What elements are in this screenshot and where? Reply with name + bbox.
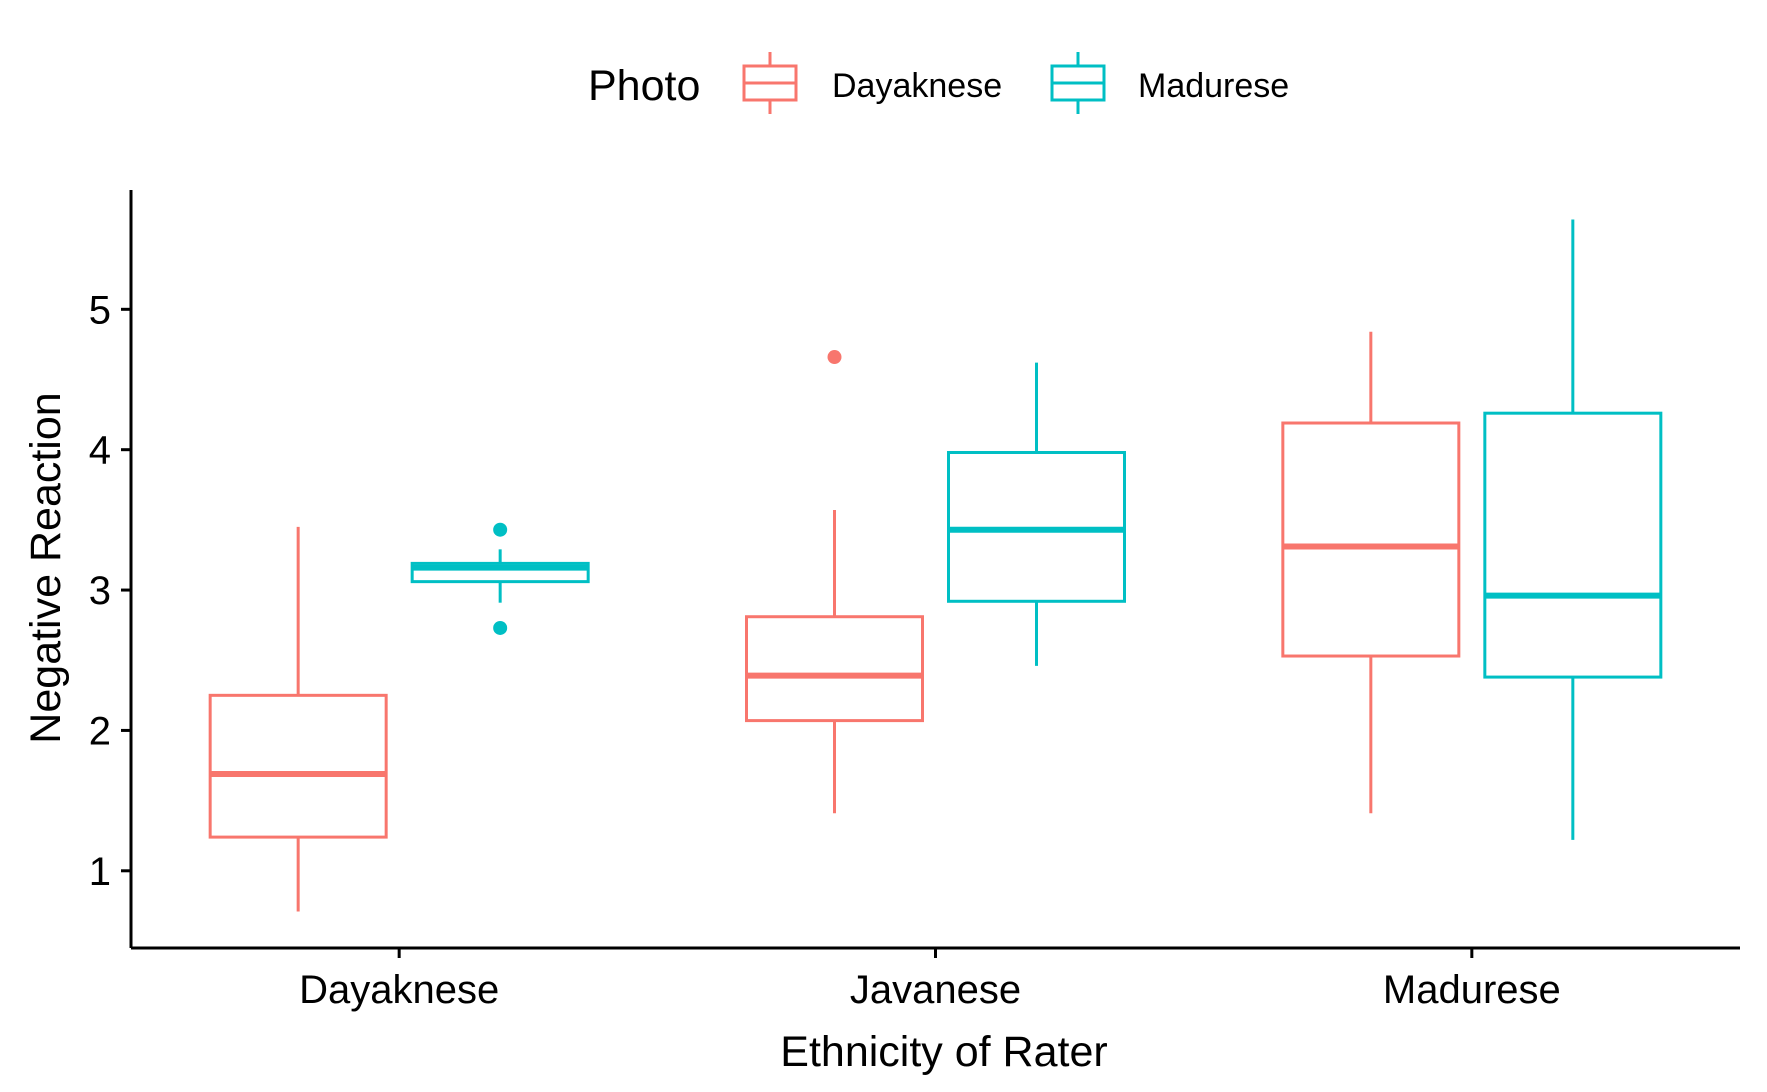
legend-key-madurese <box>1050 52 1106 114</box>
box-dayaknese-madurese <box>410 522 590 635</box>
legend: Photo Dayaknese Madurese <box>588 52 1289 114</box>
box-dayaknese-dayaknese <box>208 526 388 912</box>
y-axis-title: Negative Reaction <box>22 392 70 743</box>
y-tick-label: 4 <box>89 429 111 473</box>
outlier-point <box>493 620 508 635</box>
iqr-box <box>1281 421 1461 658</box>
x-tick-label: Javanese <box>850 968 1021 1012</box>
x-axis: Dayaknese Javanese Madurese <box>131 946 1740 1012</box>
y-tick-label: 1 <box>89 850 111 894</box>
y-tick-label: 3 <box>89 569 111 613</box>
outlier-point <box>827 350 842 365</box>
outlier-point <box>493 522 508 537</box>
box-madurese-madurese <box>1483 219 1663 840</box>
box-madurese-dayaknese <box>1281 331 1461 814</box>
iqr-box <box>745 615 924 723</box>
y-tick-label: 2 <box>89 709 111 753</box>
iqr-box <box>208 693 388 839</box>
iqr-box <box>1483 411 1663 679</box>
x-tick-label: Dayaknese <box>299 968 499 1012</box>
x-axis-title: Ethnicity of Rater <box>780 1028 1107 1076</box>
box-javanese-dayaknese <box>745 350 924 814</box>
plot-area <box>208 219 1663 912</box>
legend-key-dayaknese <box>742 52 798 114</box>
box-javanese-madurese <box>947 362 1126 666</box>
legend-label-dayaknese: Dayaknese <box>832 67 1002 105</box>
x-tick-label: Madurese <box>1383 968 1561 1012</box>
y-axis: 1 2 3 4 5 <box>89 190 133 948</box>
legend-label-madurese: Madurese <box>1138 67 1289 105</box>
legend-title: Photo <box>588 62 700 110</box>
y-tick-label: 5 <box>89 288 111 332</box>
